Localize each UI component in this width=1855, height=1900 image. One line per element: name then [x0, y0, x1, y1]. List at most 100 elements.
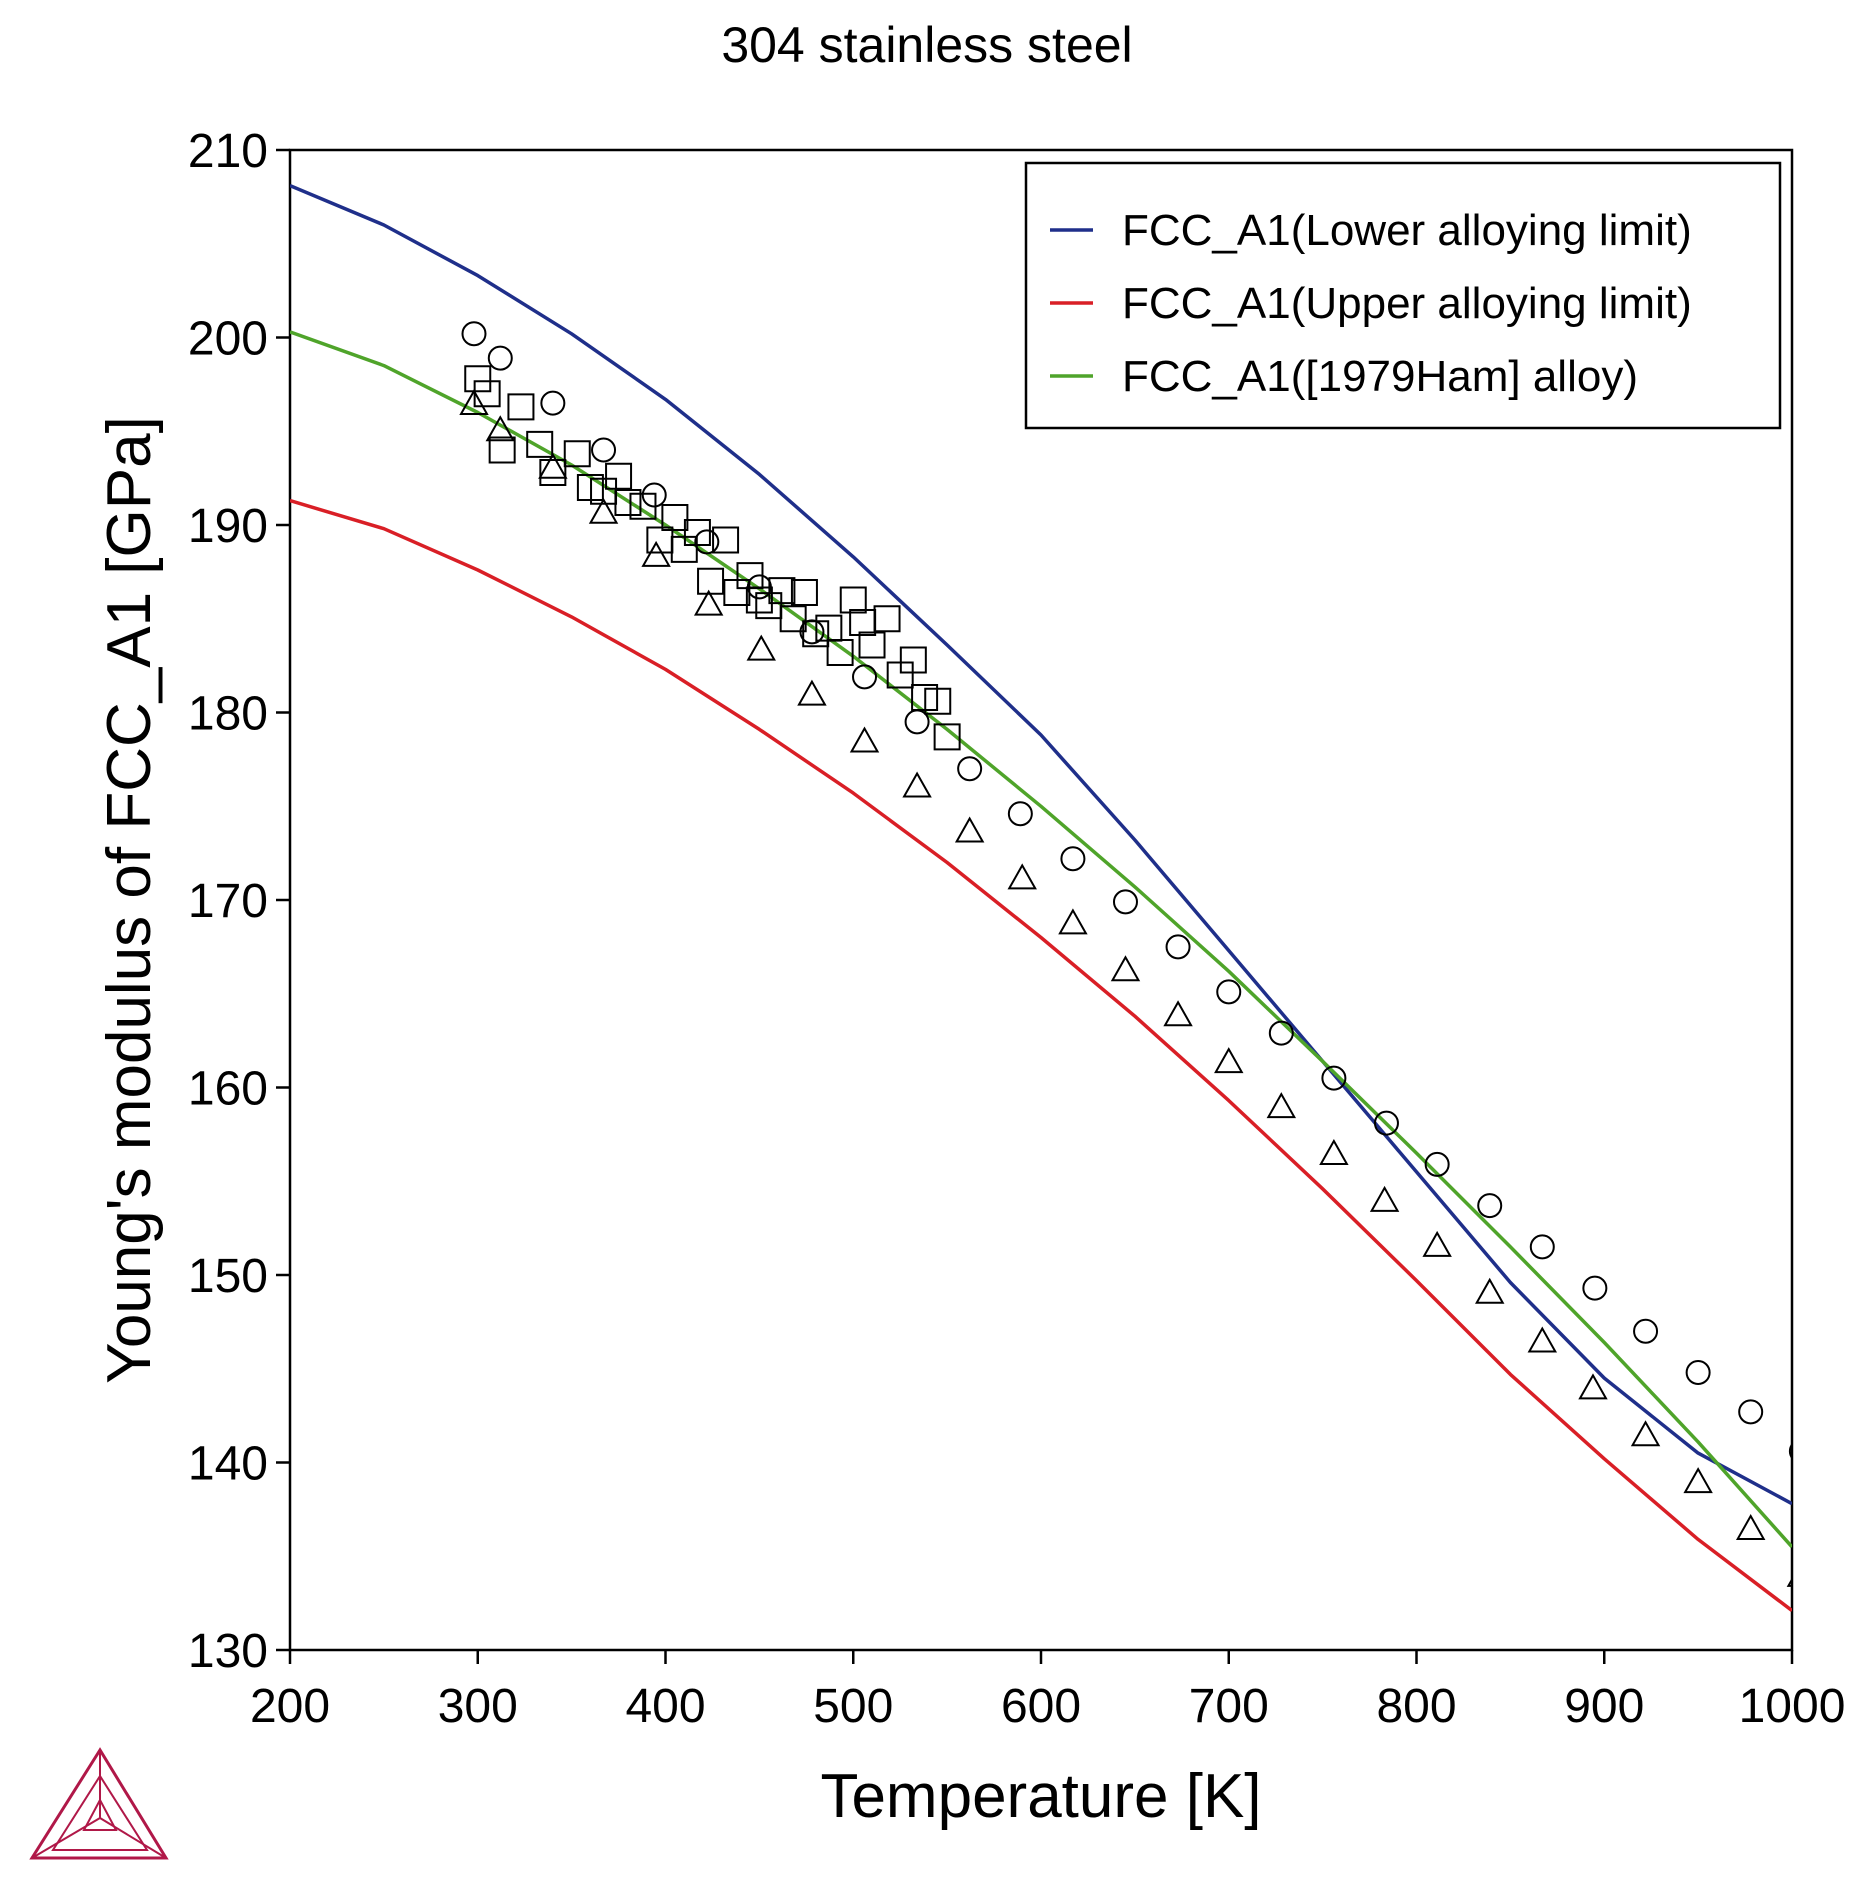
x-axis: 200 300 400 500 600 700 800 900 1000 [250, 1650, 1845, 1733]
data-point-square [539, 459, 567, 486]
y-tick-label: 210 [188, 125, 268, 178]
x-tick-label: 1000 [1739, 1680, 1846, 1733]
data-point-square [488, 436, 516, 464]
data-point-square [826, 639, 854, 666]
data-point-square [745, 586, 773, 614]
series-line-2 [290, 330, 1792, 1549]
data-point-circle [1633, 1318, 1659, 1344]
y-tick-label: 170 [188, 875, 268, 928]
data-point-triangle [1319, 1138, 1349, 1165]
x-tick-label: 300 [438, 1680, 518, 1733]
data-point-square [899, 646, 927, 674]
data-point-square [768, 577, 796, 605]
series-line-0 [290, 183, 1792, 1506]
data-point-circle [461, 321, 487, 347]
data-point-square [790, 579, 818, 606]
data-point-triangle [1058, 908, 1088, 935]
data-point-circle [540, 390, 566, 416]
data-point-triangle [1735, 1513, 1766, 1540]
series-lines [290, 183, 1792, 1612]
data-point-square [614, 489, 642, 516]
y-axis-label: Young's modulus of FCC_A1 [GPa] [95, 416, 164, 1384]
data-point-triangle [459, 388, 489, 415]
y-tick-label: 190 [188, 500, 268, 553]
y-tick-label: 150 [188, 1250, 268, 1303]
data-point-circle [1685, 1360, 1711, 1385]
legend-label: FCC_A1(Lower alloying limit) [1122, 206, 1692, 255]
data-point-triangle [538, 452, 568, 479]
data-point-circle [957, 756, 983, 782]
data-point-square [712, 526, 740, 554]
data-point-square [933, 723, 961, 751]
y-axis: 130 140 150 160 170 180 190 200 210 [188, 125, 290, 1678]
data-point-circle [487, 345, 513, 371]
data-point-triangle [797, 679, 827, 706]
data-point-triangle [1266, 1092, 1297, 1119]
x-tick-label: 800 [1376, 1680, 1456, 1733]
data-point-circle [1112, 889, 1138, 915]
experimental-data-points [459, 321, 1792, 1587]
data-point-triangle [1214, 1047, 1244, 1074]
data-point-circle [641, 482, 667, 508]
legend-label: FCC_A1([1979Ham] alloy) [1122, 352, 1638, 401]
data-point-square [473, 380, 501, 408]
data-point-square [661, 504, 689, 531]
data-point-triangle [588, 497, 619, 524]
y-tick-label: 130 [188, 1625, 268, 1678]
data-point-circle [1529, 1234, 1555, 1260]
legend-box [1024, 161, 1782, 430]
data-point-square [507, 393, 535, 421]
y-tick-label: 140 [188, 1438, 268, 1491]
data-point-square [858, 631, 886, 659]
data-point-circle [1321, 1065, 1347, 1091]
data-point-circle [1477, 1193, 1503, 1219]
chart-title: 304 stainless steel [721, 17, 1132, 73]
data-point-circle [1582, 1275, 1608, 1301]
data-point-triangle [849, 726, 880, 753]
data-point-square [605, 462, 633, 490]
data-point-triangle [1578, 1373, 1608, 1400]
data-point-circle [1424, 1151, 1450, 1177]
data-point-square [839, 586, 867, 614]
data-point-triangle [485, 415, 515, 442]
data-point-triangle [1110, 955, 1141, 982]
thermo-calc-logo [29, 1747, 169, 1860]
x-tick-label: 600 [1001, 1680, 1081, 1733]
data-point-triangle [902, 771, 932, 798]
data-point-triangle [641, 540, 671, 567]
data-point-triangle [1475, 1277, 1505, 1304]
x-tick-label: 200 [250, 1680, 330, 1733]
data-point-triangle [954, 816, 985, 843]
data-point-triangle [693, 589, 724, 616]
data-point-circle [591, 437, 617, 463]
data-point-triangle [1683, 1467, 1713, 1494]
data-point-circle [1268, 1020, 1294, 1046]
data-point-circle [1165, 934, 1191, 960]
x-tick-label: 500 [813, 1680, 893, 1733]
y-tick-label: 180 [188, 688, 268, 741]
x-tick-label: 400 [625, 1680, 705, 1733]
data-point-circle [1060, 846, 1086, 872]
y-tick-label: 200 [188, 313, 268, 366]
legend: FCC_A1(Lower alloying limit) FCC_A1(Upper… [1024, 161, 1782, 430]
series-line-1 [290, 498, 1792, 1612]
data-point-square [683, 519, 711, 546]
data-point-square [849, 609, 877, 636]
x-tick-label: 900 [1564, 1680, 1644, 1733]
data-point-square [924, 687, 952, 715]
data-point-circle [852, 664, 878, 690]
data-point-circle [694, 529, 720, 555]
data-point-triangle [1369, 1185, 1400, 1212]
y-tick-label: 160 [188, 1063, 268, 1116]
data-point-triangle [1163, 1000, 1193, 1027]
data-point-circle [1738, 1399, 1764, 1425]
data-point-square [779, 605, 807, 633]
data-point-circle [1007, 801, 1033, 827]
data-point-square [563, 440, 591, 468]
data-point-square [873, 605, 901, 633]
data-point-square [464, 365, 492, 393]
x-tick-label: 700 [1189, 1680, 1269, 1733]
data-point-triangle [1007, 863, 1037, 890]
data-point-square [526, 430, 554, 458]
legend-label: FCC_A1(Upper alloying limit) [1122, 279, 1692, 328]
